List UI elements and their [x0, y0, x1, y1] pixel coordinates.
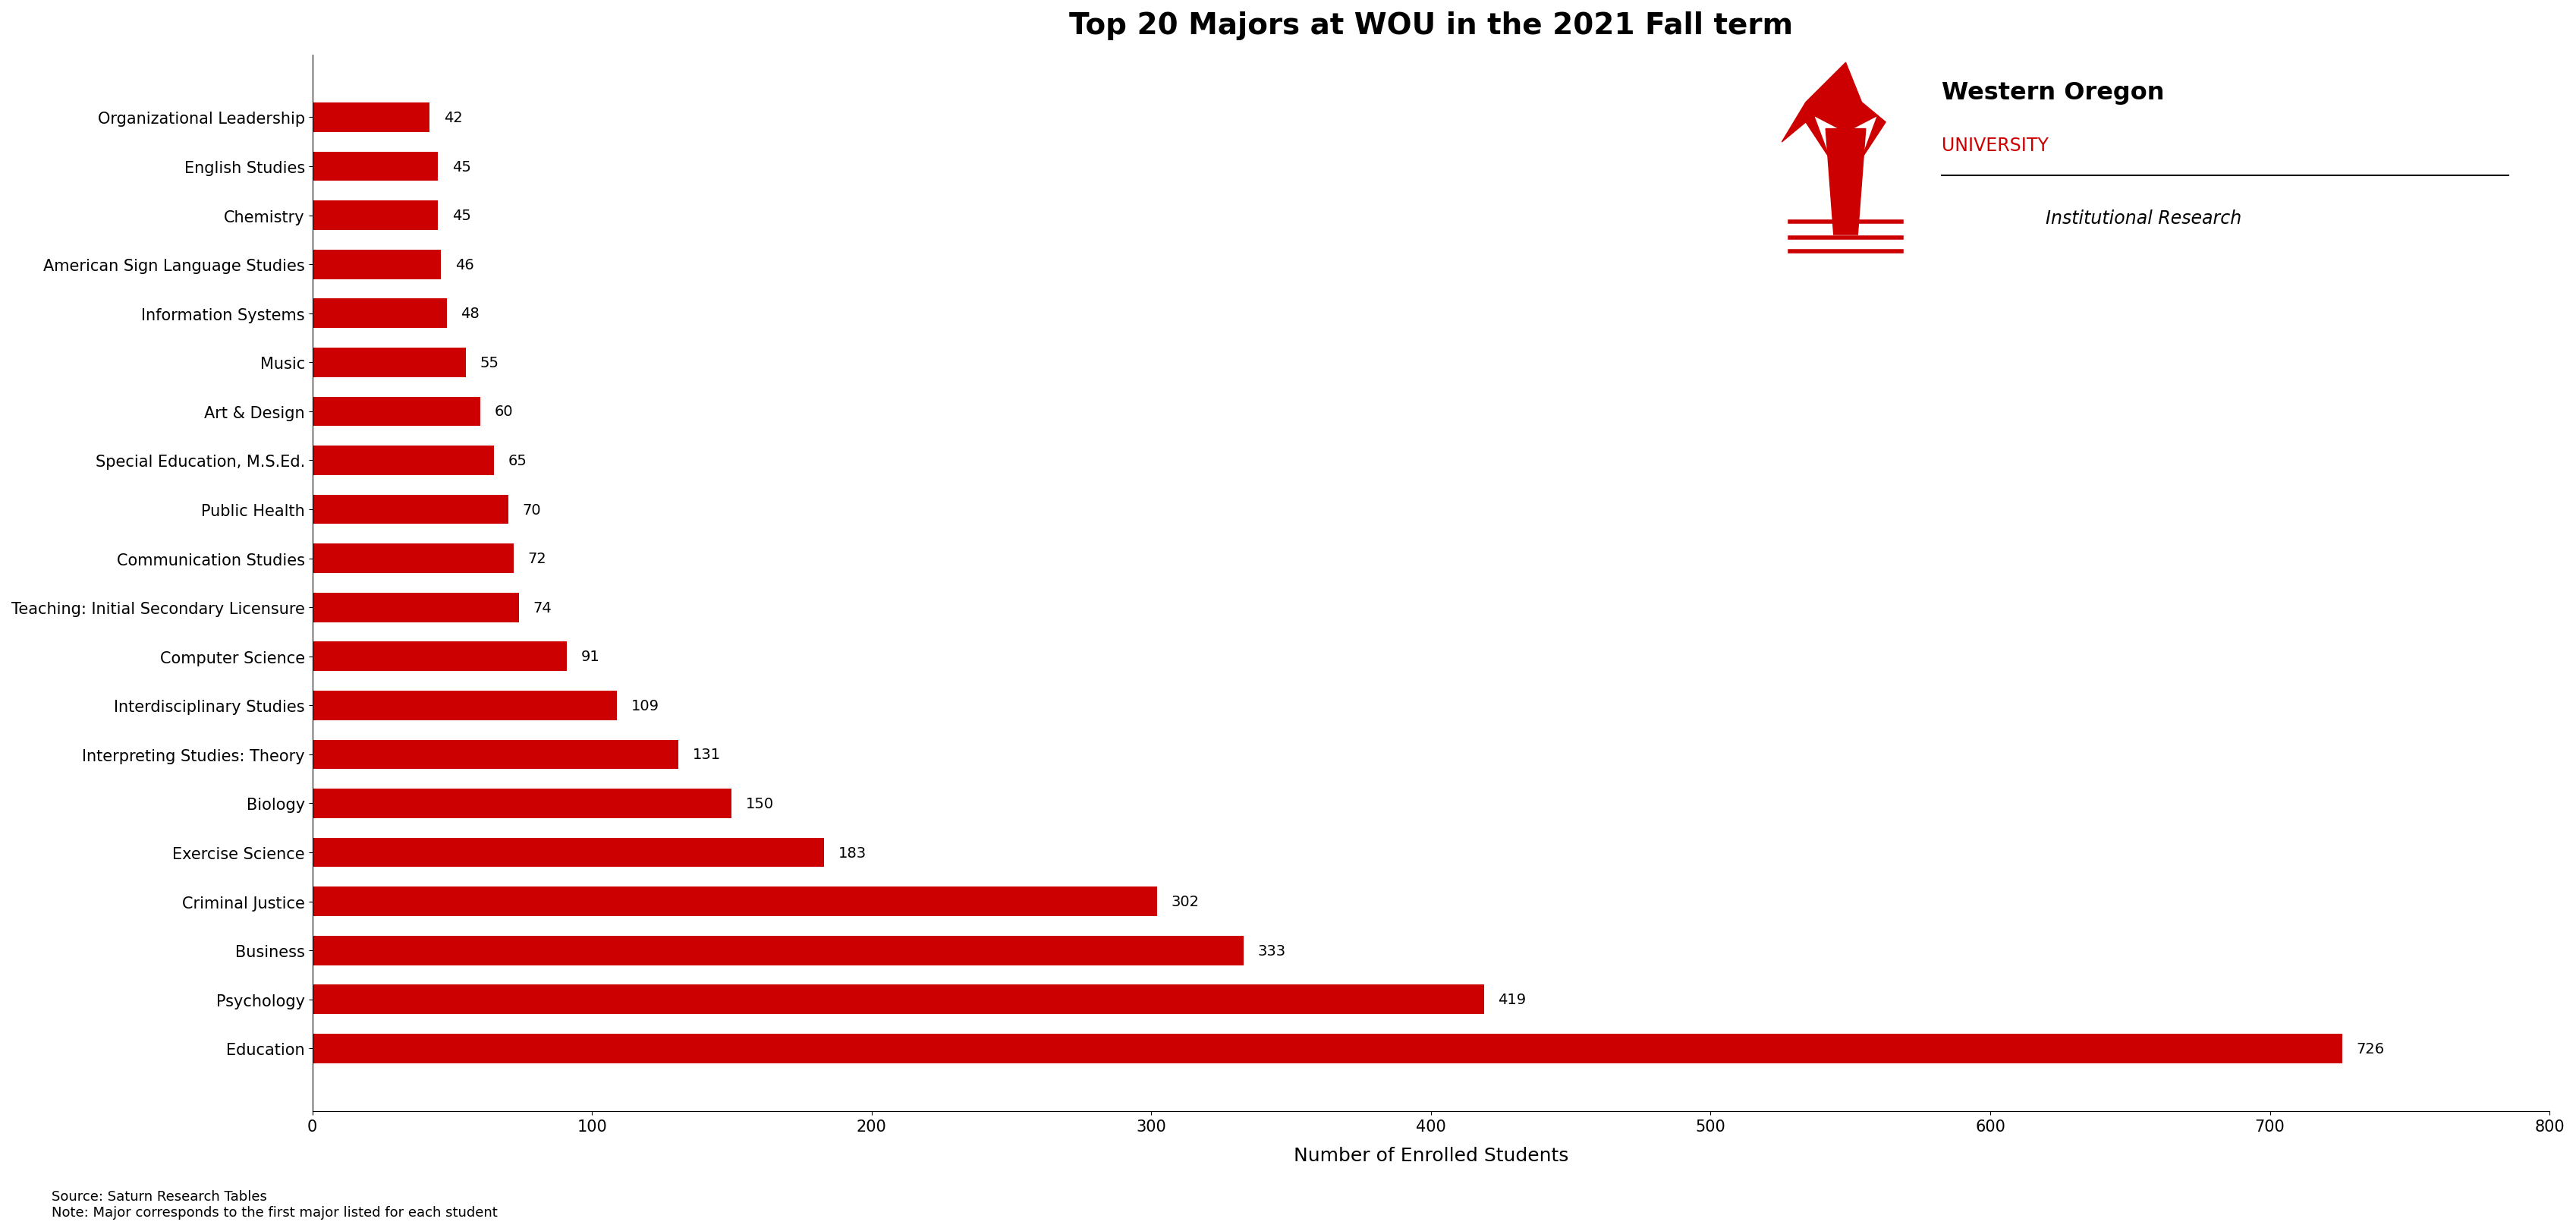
Bar — [312, 103, 430, 132]
Text: 726: 726 — [2357, 1041, 2385, 1056]
Text: 91: 91 — [580, 649, 600, 664]
Text: 65: 65 — [507, 453, 528, 468]
Text: 60: 60 — [495, 404, 513, 419]
Bar — [312, 593, 520, 622]
Bar — [312, 201, 438, 230]
Text: 45: 45 — [453, 208, 471, 223]
Bar — [312, 495, 507, 524]
Bar — [312, 642, 567, 671]
Title: Top 20 Majors at WOU in the 2021 Fall term: Top 20 Majors at WOU in the 2021 Fall te… — [1069, 11, 1793, 40]
Bar — [312, 1034, 2342, 1063]
Text: 109: 109 — [631, 698, 659, 713]
Bar — [312, 691, 618, 720]
Text: Western Oregon: Western Oregon — [1942, 81, 2164, 104]
Text: Institutional Research: Institutional Research — [2045, 209, 2241, 228]
Bar — [312, 348, 466, 377]
Text: UNIVERSITY: UNIVERSITY — [1942, 137, 2048, 156]
Bar — [312, 838, 824, 867]
Text: 419: 419 — [1499, 992, 1525, 1007]
Bar — [312, 446, 495, 475]
Bar — [312, 887, 1157, 916]
Bar — [312, 936, 1244, 965]
Bar — [312, 789, 732, 818]
X-axis label: Number of Enrolled Students: Number of Enrolled Students — [1293, 1147, 1569, 1165]
Bar — [312, 544, 513, 573]
Bar — [312, 985, 1484, 1014]
Text: 72: 72 — [528, 551, 546, 566]
Text: 48: 48 — [461, 306, 479, 321]
Text: Source: Saturn Research Tables
Note: Major corresponds to the first major listed: Source: Saturn Research Tables Note: Maj… — [52, 1189, 497, 1219]
Bar — [312, 152, 438, 181]
Text: 74: 74 — [533, 600, 551, 615]
Text: 302: 302 — [1172, 894, 1198, 909]
Text: 131: 131 — [693, 747, 721, 762]
Text: 46: 46 — [456, 257, 474, 272]
Bar — [312, 250, 440, 279]
Text: 70: 70 — [523, 502, 541, 517]
Text: 42: 42 — [443, 110, 464, 125]
Polygon shape — [1826, 130, 1865, 235]
Text: 333: 333 — [1257, 943, 1285, 958]
Text: 150: 150 — [747, 796, 773, 811]
Bar — [312, 397, 479, 426]
Bar — [312, 299, 446, 328]
Bar — [312, 740, 677, 769]
Text: 45: 45 — [453, 159, 471, 174]
Text: 55: 55 — [479, 355, 500, 370]
Polygon shape — [1783, 64, 1886, 159]
Text: 183: 183 — [837, 845, 866, 860]
